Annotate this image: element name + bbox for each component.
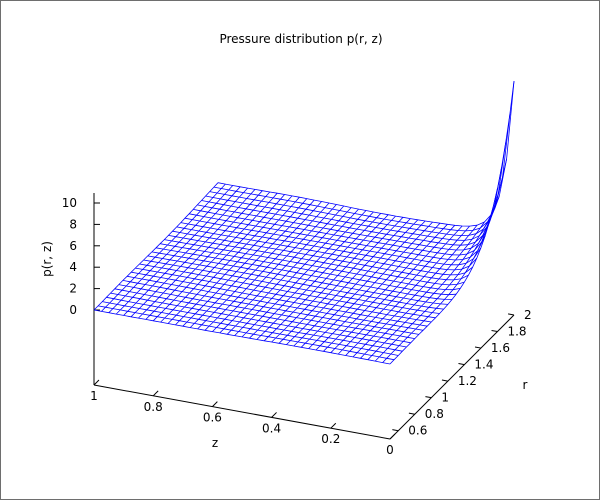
z-tick-mark [271,412,277,418]
mesh-line-z [219,205,345,334]
r-tick-label: 1.8 [507,325,526,339]
mesh-line-z [226,207,352,335]
r-tick-label: 1.6 [491,341,510,355]
surface-mesh [93,81,515,365]
r-tick-label: 2 [524,308,532,322]
mesh-line-z [123,187,248,316]
mesh-line-z [249,211,374,339]
z-axis-label: z [212,436,218,450]
p-tick-label: 4 [69,260,77,274]
z-tick-label: 0.2 [321,432,340,446]
r-tick-label: 1 [441,391,449,405]
mesh-line-z [138,190,263,319]
mesh-line-z [241,210,367,338]
z-tick-mark [389,433,396,440]
p-axis-label: p(r, z) [40,241,54,277]
mesh-line-z [345,225,470,356]
r-tick-label: 0.6 [408,424,427,438]
r-tick-mark [458,363,465,366]
mesh-line-z [337,225,463,355]
mesh-line-z [374,196,500,362]
mesh-line-z [308,221,433,349]
p-tick-label: 0 [69,303,77,317]
mesh-line-z [315,222,441,351]
mesh-line-z [323,224,448,352]
mesh-line-z [278,217,404,344]
z-tick-mark [212,401,218,407]
mesh-line-z [197,201,322,330]
r-tick-mark [441,379,448,382]
r-tick-mark [408,412,415,415]
z-tick-mark [330,422,337,429]
mesh-line-z [108,185,234,313]
mesh-line-z [101,183,226,312]
mesh-line-z [293,219,419,347]
mesh-line-z [382,158,507,363]
r-tick-mark [474,346,482,349]
mesh-line-z [286,218,411,345]
z-axis-line [93,384,391,440]
mesh-line-z [212,204,337,332]
mesh-line-z [167,195,293,324]
mesh-line-z [330,225,456,353]
p-tick-label: 8 [69,217,77,231]
mesh-line-z [189,199,315,328]
mesh-line-z [204,202,330,331]
mesh-line-z [389,81,515,365]
mesh-line-z [300,220,426,348]
axes [93,193,515,440]
mesh-line-r [213,114,511,232]
z-tick-label: 0.4 [262,421,281,435]
mesh-line-z [360,221,485,359]
mesh-line-z [115,186,241,315]
p-tick-label: 6 [69,239,77,253]
mesh-line-z [234,208,359,336]
r-axis-line [389,314,515,440]
z-tick-mark [152,390,159,397]
mesh-line-z [160,194,285,323]
mesh-line-z [352,224,478,358]
r-tick-mark [425,396,432,399]
mesh-line-z [271,215,396,343]
r-tick-mark [491,329,498,333]
z-tick-label: 1 [90,389,98,403]
mesh-line-r [180,222,478,271]
mesh-line-z [263,214,389,342]
r-tick-mark [507,313,515,316]
tick-labels: 0 0.2 0.4 0.6 0.8 1 0.6 0.8 1 1.2 1.4 1.6 1.8 2 0 2 4 6 8 1… [62,196,532,457]
r-tick-label: 0.8 [425,407,444,421]
mesh-line-z [93,182,219,311]
p-tick-label: 10 [62,196,77,210]
mesh-line-r [217,81,515,227]
mesh-line-z [145,191,271,320]
mesh-line-z [152,192,278,322]
r-tick-label: 1.4 [474,358,493,372]
mesh-line-z [182,198,308,327]
mesh-line-z [130,189,256,318]
z-tick-label: 0.6 [203,411,222,425]
z-tick-mark [93,379,100,386]
r-tick-label: 1.2 [458,374,477,388]
z-tick-label: 0 [386,443,394,457]
mesh-line-z [367,213,493,360]
mesh-line-z [256,213,382,340]
r-axis-label: r [523,378,528,392]
z-tick-label: 0.8 [144,400,163,414]
r-tick-mark [392,429,399,432]
p-tick-label: 2 [69,282,77,296]
chart-title: Pressure distribution p(r, z) [219,32,382,46]
mesh-line-z [175,196,300,326]
